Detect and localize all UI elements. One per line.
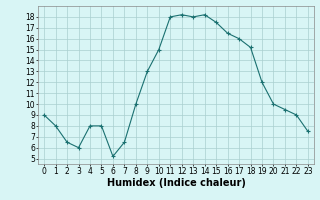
X-axis label: Humidex (Indice chaleur): Humidex (Indice chaleur)	[107, 178, 245, 188]
